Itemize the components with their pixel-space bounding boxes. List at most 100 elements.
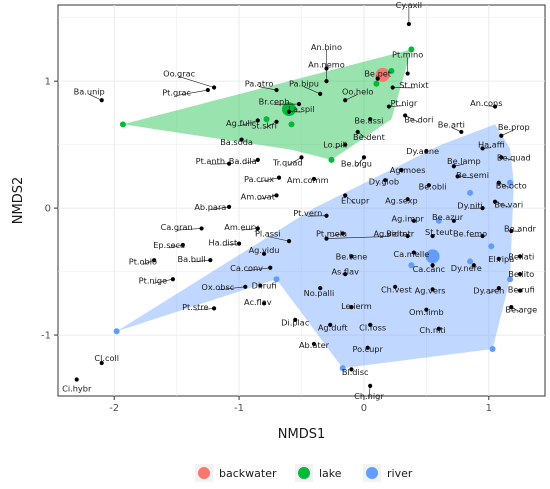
species-point	[299, 155, 304, 160]
species-label: Dy.nere	[451, 263, 482, 273]
species-ag-sexp: Ag.sexp	[385, 196, 418, 206]
species-oo-helo: Oo.helo	[342, 86, 373, 103]
species-label: Ci.hybr	[62, 383, 92, 393]
site-point-lake	[328, 156, 335, 163]
species-be-azur: Be.azur	[432, 212, 464, 223]
site-point-river	[507, 276, 514, 283]
species-label: Be.azur	[432, 212, 464, 222]
species-point	[411, 218, 416, 223]
species-point	[255, 157, 260, 162]
species-label: Be.obli	[419, 182, 447, 192]
site-point-lake	[282, 102, 297, 117]
species-label: Ch.vest	[381, 284, 413, 294]
species-point	[451, 218, 456, 223]
species-label: Be.rufi	[508, 284, 535, 294]
site-points	[113, 46, 514, 372]
species-label: Om.limb	[409, 307, 444, 317]
species-point	[274, 193, 279, 198]
species-point	[276, 175, 282, 180]
species-leader-line	[169, 244, 183, 249]
species-label: Ca.canc	[413, 264, 446, 274]
species-label: Ba.soda	[220, 137, 253, 147]
species-leader-line	[238, 120, 258, 127]
species-label: Be.lamp	[447, 156, 481, 166]
species-label: Ag.moes	[390, 165, 426, 175]
species-point	[199, 226, 204, 231]
species-tr-quad: Tr.quad	[272, 155, 304, 167]
species-point	[492, 104, 498, 109]
species-point	[509, 305, 514, 310]
hull-river	[116, 124, 514, 369]
species-point	[424, 307, 429, 312]
species-label: Pa.atro	[245, 79, 274, 89]
species-am-comm: Am.comm	[287, 175, 329, 185]
species-leader-line	[222, 243, 240, 246]
species-label: Ag.duft	[318, 322, 349, 332]
species-point	[405, 233, 410, 239]
species-label: Be.femo	[453, 229, 487, 239]
species-point	[383, 178, 388, 183]
species-leader-line	[176, 228, 202, 231]
species-leader-line	[246, 267, 271, 272]
species-point	[152, 258, 157, 263]
species-point	[349, 254, 354, 259]
species-ox-obsc: Ox.obsc	[201, 282, 248, 292]
species-as-flav: As.flav	[331, 267, 359, 277]
species-leader-line	[176, 89, 208, 96]
species-be-andr: Be.andr	[504, 223, 537, 233]
species-point	[375, 76, 380, 81]
species-label: Ep.seca	[153, 240, 185, 250]
species-label: Ha.dist	[208, 237, 238, 247]
species-label: Be.assi	[354, 116, 383, 126]
species-point	[208, 258, 213, 263]
species-point	[411, 250, 416, 255]
site-point-river	[489, 346, 496, 353]
species-label: Ca.conv	[230, 263, 263, 273]
species-be-tene: Be.tene	[336, 251, 368, 261]
y-tick-label: 0	[45, 204, 51, 215]
species-ca-canc: Ca.canc	[413, 263, 446, 274]
species-ca-conv: Ca.conv	[230, 263, 273, 273]
y-tick-label: -1	[41, 331, 51, 342]
species-label: Pt.grac	[162, 88, 191, 98]
legend-label: backwater	[219, 467, 277, 480]
species-point	[430, 233, 435, 239]
species-label: Be.arge	[505, 305, 537, 315]
species-be-femo: Be.femo	[453, 229, 487, 239]
species-label: Pt.nige	[139, 275, 167, 285]
species-leader-line	[263, 121, 277, 129]
species-label: Pt.mela	[316, 229, 347, 239]
species-ba-dila: Ba.dila	[229, 156, 260, 166]
species-label: No.palli	[304, 288, 335, 298]
y-axis-title: NMDS2	[11, 177, 26, 224]
species-dy-glob: Dy.glob	[369, 176, 399, 186]
species-label: Be.prop	[498, 122, 530, 132]
species-point	[286, 109, 292, 114]
legend-item-backwater: backwater	[195, 464, 277, 482]
site-point-river	[425, 249, 440, 264]
site-point-lake	[388, 68, 395, 75]
species-point	[424, 148, 429, 154]
species-label: Pa.crux	[244, 174, 274, 184]
species-label: Ca.melle	[393, 249, 429, 259]
site-point-river	[339, 365, 346, 372]
species-leader-line	[179, 76, 215, 88]
species-label: St.skri	[251, 121, 277, 131]
species-point	[349, 367, 354, 372]
species-label: Ag.fuli	[226, 118, 252, 128]
species-leader-line	[152, 278, 173, 284]
species-label: Pt.nigr	[391, 98, 418, 108]
site-point-lake	[119, 121, 126, 128]
species-leader-line	[267, 236, 290, 242]
species-point	[480, 146, 485, 151]
species-am-eury: Am.eury	[224, 222, 260, 232]
x-axis-title: NMDS1	[278, 427, 325, 442]
species-ag-vidu: Ag.vidu	[249, 245, 279, 256]
hulls	[116, 49, 514, 369]
species-label: Oo.grac	[163, 69, 195, 79]
species-be-lati: Be.lati	[508, 251, 534, 261]
species-leader-line	[210, 206, 230, 211]
species-point	[365, 345, 370, 350]
species-label: Dy.glob	[369, 176, 399, 186]
species-el-cupr: El.cupr	[341, 193, 370, 206]
